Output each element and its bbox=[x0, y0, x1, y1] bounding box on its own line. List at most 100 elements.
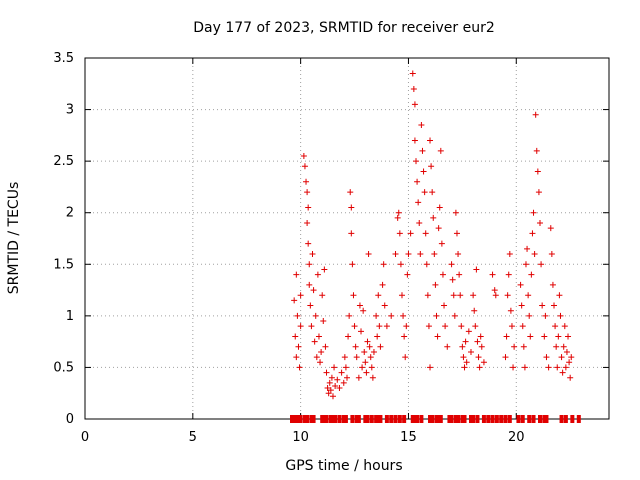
data-point bbox=[301, 163, 308, 170]
data-point bbox=[489, 271, 496, 278]
x-tick-label: 5 bbox=[189, 430, 197, 445]
data-point bbox=[465, 328, 472, 335]
x-tick-label: 15 bbox=[400, 430, 417, 445]
data-point bbox=[456, 271, 463, 278]
zero-marker bbox=[330, 415, 335, 423]
data-point bbox=[303, 178, 310, 185]
data-point bbox=[470, 292, 477, 299]
data-point bbox=[340, 379, 347, 386]
zero-marker bbox=[449, 415, 454, 423]
data-point bbox=[427, 364, 434, 371]
data-point bbox=[554, 364, 561, 371]
data-point bbox=[472, 323, 479, 330]
zero-marker bbox=[475, 415, 480, 423]
data-point bbox=[376, 323, 383, 330]
data-point bbox=[439, 271, 446, 278]
zero-marker bbox=[507, 415, 512, 423]
data-point bbox=[297, 292, 304, 299]
data-point bbox=[392, 250, 399, 257]
data-point bbox=[409, 70, 416, 77]
zero-marker bbox=[374, 415, 379, 423]
zero-marker bbox=[563, 415, 568, 423]
zero-marker bbox=[324, 415, 329, 423]
data-point bbox=[542, 312, 549, 319]
zero-marker bbox=[322, 415, 327, 423]
data-point bbox=[402, 354, 409, 361]
y-axis-label: SRMTID / TECUs bbox=[6, 182, 22, 295]
data-point bbox=[370, 348, 377, 355]
data-point bbox=[308, 323, 315, 330]
data-point bbox=[553, 343, 560, 350]
data-point bbox=[334, 376, 341, 383]
data-point bbox=[377, 343, 384, 350]
zero-marker bbox=[320, 415, 325, 423]
data-point bbox=[543, 354, 550, 361]
data-point bbox=[475, 354, 482, 361]
data-point bbox=[433, 312, 440, 319]
zero-marker bbox=[453, 415, 458, 423]
data-point bbox=[305, 240, 312, 247]
data-point bbox=[460, 354, 467, 361]
zero-marker bbox=[393, 415, 398, 423]
zero-marker bbox=[520, 415, 525, 423]
zero-marker bbox=[365, 415, 370, 423]
data-point bbox=[317, 359, 324, 366]
zero-marker bbox=[544, 415, 549, 423]
zero-marker bbox=[576, 415, 581, 423]
data-point bbox=[528, 271, 535, 278]
data-point bbox=[529, 230, 536, 237]
data-point bbox=[428, 163, 435, 170]
data-point bbox=[551, 302, 558, 309]
data-point bbox=[296, 364, 303, 371]
zero-marker bbox=[527, 415, 532, 423]
data-point bbox=[348, 230, 355, 237]
data-point bbox=[397, 261, 404, 268]
x-tick-label: 20 bbox=[508, 430, 525, 445]
data-point bbox=[304, 189, 311, 196]
data-point bbox=[450, 292, 457, 299]
data-point bbox=[403, 323, 410, 330]
zero-marker bbox=[356, 415, 361, 423]
zero-marker bbox=[537, 415, 542, 423]
data-point bbox=[534, 168, 541, 175]
data-point bbox=[358, 328, 365, 335]
zero-marker bbox=[376, 415, 381, 423]
data-point bbox=[351, 323, 358, 330]
zero-marker bbox=[350, 415, 355, 423]
data-point bbox=[295, 343, 302, 350]
zero-marker bbox=[343, 415, 348, 423]
y-tick-label: 0 bbox=[66, 412, 74, 427]
zero-marker bbox=[298, 415, 303, 423]
zero-marker bbox=[428, 415, 433, 423]
data-point bbox=[457, 292, 464, 299]
data-point bbox=[452, 209, 459, 216]
data-point bbox=[395, 209, 402, 216]
data-point bbox=[549, 281, 556, 288]
data-point bbox=[329, 393, 336, 400]
data-point bbox=[449, 276, 456, 283]
data-point bbox=[344, 374, 350, 381]
data-point bbox=[556, 292, 563, 299]
data-point bbox=[369, 374, 376, 381]
data-point bbox=[348, 204, 355, 211]
data-point bbox=[341, 354, 348, 361]
data-point bbox=[552, 323, 559, 330]
data-point bbox=[309, 250, 316, 257]
data-point bbox=[326, 379, 333, 386]
data-point bbox=[323, 369, 330, 376]
data-point bbox=[311, 338, 318, 345]
zero-marker bbox=[438, 415, 443, 423]
data-point bbox=[438, 240, 445, 247]
grid-lines bbox=[85, 58, 609, 419]
data-point bbox=[360, 307, 367, 314]
data-point bbox=[421, 189, 428, 196]
data-point bbox=[293, 354, 300, 361]
y-tick-label: 2.5 bbox=[53, 154, 74, 169]
data-point bbox=[410, 85, 417, 92]
data-point bbox=[373, 312, 380, 319]
data-point bbox=[411, 101, 418, 108]
data-point bbox=[353, 354, 360, 361]
data-point bbox=[530, 209, 537, 216]
zero-marker bbox=[363, 415, 368, 423]
